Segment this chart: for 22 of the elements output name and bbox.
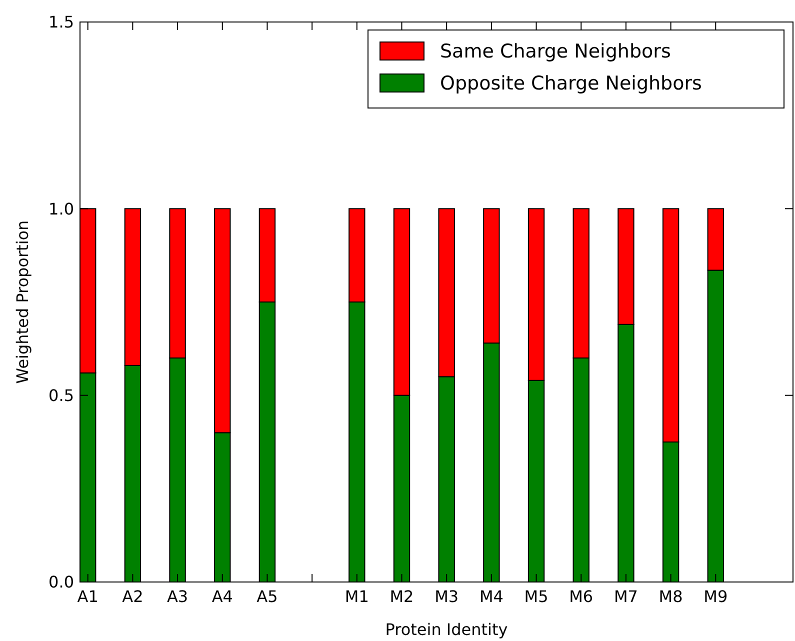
x-tick-label: M4 <box>479 587 504 606</box>
y-tick-label: 0.5 <box>48 386 74 405</box>
x-tick-label: A2 <box>122 587 144 606</box>
x-tick-label: M2 <box>390 587 414 606</box>
y-tick-label: 1.5 <box>48 12 74 32</box>
x-tick-label: M5 <box>524 587 548 606</box>
x-tick-label: M6 <box>569 587 594 606</box>
x-tick-label: M7 <box>614 587 638 606</box>
x-tick-label: M9 <box>704 587 728 606</box>
legend-label: Opposite Charge Neighbors <box>440 72 702 95</box>
x-tick-label: M1 <box>344 587 369 606</box>
x-tick-label: A3 <box>166 587 188 606</box>
y-tick-label: 1.0 <box>48 199 74 218</box>
x-tick-label: A4 <box>212 587 233 606</box>
x-tick-label: M3 <box>434 587 459 606</box>
y-tick-label: 0.0 <box>48 572 74 592</box>
x-tick-label: M8 <box>658 587 683 606</box>
x-tick-label: A1 <box>77 587 98 606</box>
x-axis-title: Protein Identity <box>385 620 508 639</box>
x-tick-label: A5 <box>256 587 278 606</box>
legend-label: Same Charge Neighbors <box>440 40 671 63</box>
y-axis-title: Weighted Proportion <box>13 220 32 384</box>
